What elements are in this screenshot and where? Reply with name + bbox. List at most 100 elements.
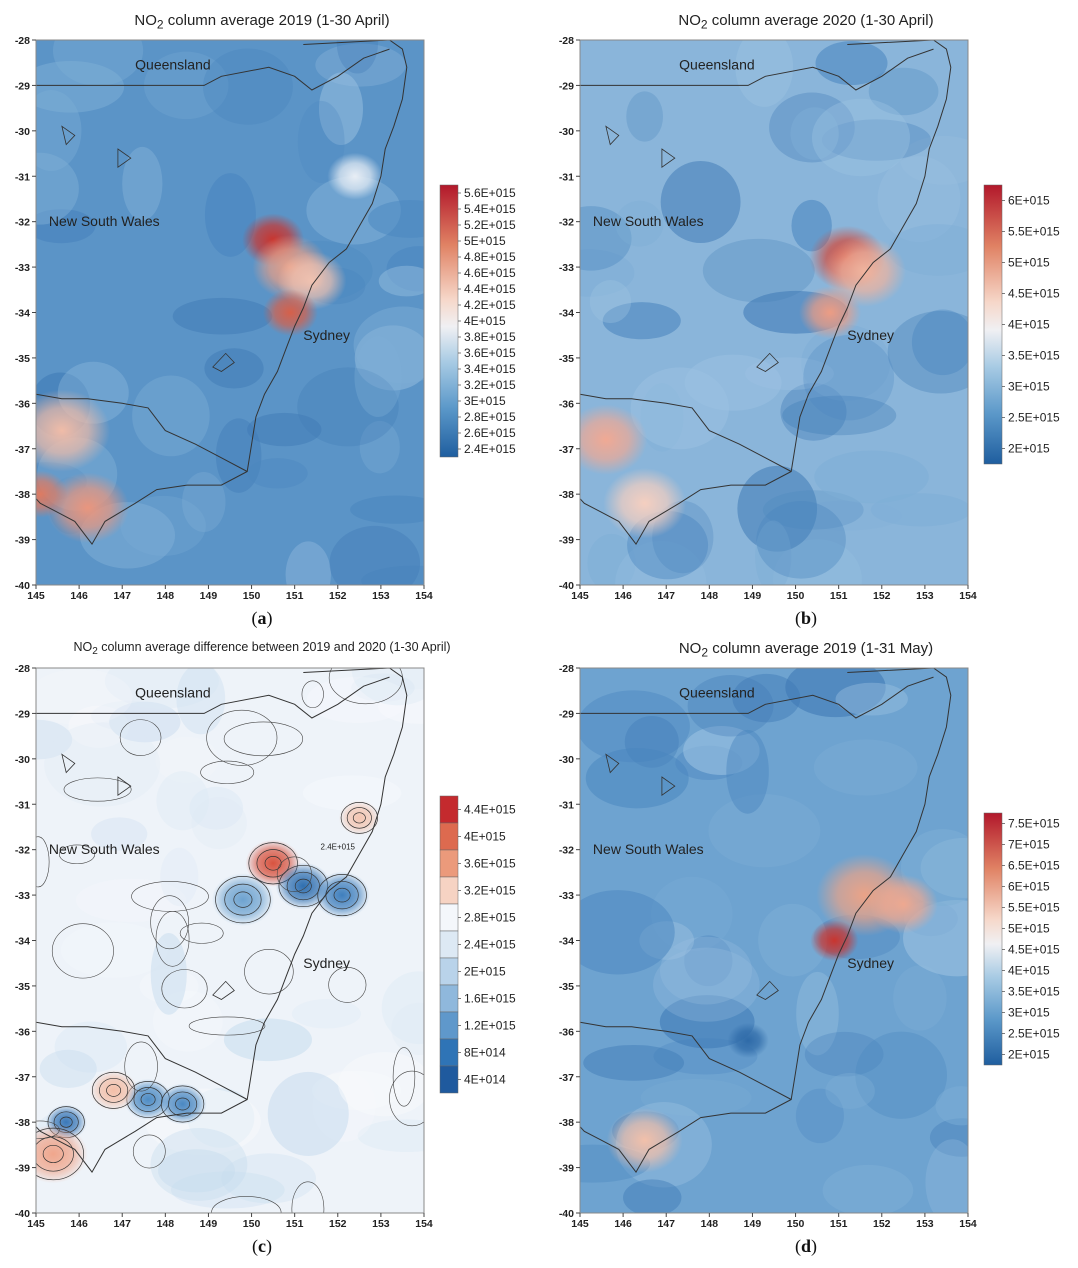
colorbar-label: 5E+015 [1008, 256, 1050, 270]
y-tick-label: -28 [559, 663, 574, 675]
x-tick-label: 151 [286, 590, 304, 602]
colorbar: 4.4E+015 4E+015 3.6E+015 3.2E+015 2.8E+015 2.… [439, 795, 516, 1094]
x-tick-label: 150 [787, 590, 805, 602]
y-tick-label: -37 [15, 1072, 30, 1084]
colorbar-label: 2.5E+015 [1008, 1027, 1060, 1041]
x-tick-label: 148 [701, 1218, 719, 1230]
y-tick-label: -35 [559, 981, 574, 993]
field-texture [726, 729, 769, 814]
map-panel-d: NO2 column average 2019 (1-31 May) Queen… [559, 640, 1066, 1260]
field-texture [132, 375, 210, 457]
contour-line [224, 883, 262, 916]
field-texture [732, 673, 801, 723]
colorbar-label: 7E+015 [1008, 838, 1050, 852]
field-texture [758, 903, 828, 977]
field-texture [91, 700, 168, 732]
y-tick-label: -28 [15, 663, 30, 675]
colorbar-swatch [439, 822, 459, 851]
field-texture [877, 156, 961, 243]
y-tick-label: -36 [15, 1026, 30, 1038]
colorbar-swatch [439, 984, 459, 1013]
field-texture [378, 265, 424, 297]
x-tick-label: 149 [744, 590, 762, 602]
colorbar-label: 3.6E+015 [464, 857, 516, 871]
field-texture [821, 119, 932, 161]
field-texture [36, 719, 73, 760]
field-texture [772, 539, 862, 585]
map-svg: Queensland New South Wales Sydney 145 146 147… [559, 35, 1060, 602]
field-texture [39, 1049, 97, 1088]
field-texture [68, 705, 129, 748]
x-tick-label: 153 [916, 590, 934, 602]
label-queensland: Queensland [679, 685, 755, 701]
y-tick-label: -36 [559, 398, 574, 410]
no2-hotspot [314, 871, 370, 919]
field-texture [329, 525, 421, 585]
y-tick-label: -39 [559, 535, 574, 547]
y-tick-label: -29 [559, 80, 574, 92]
field-texture [104, 668, 219, 709]
x-tick-label: 149 [200, 1218, 218, 1230]
no2-hotspot [262, 289, 318, 336]
contour-line [328, 967, 367, 1003]
label-new-south-wales: New South Wales [49, 841, 160, 857]
colorbar-label: 6E+015 [1008, 194, 1050, 208]
field-texture [160, 847, 199, 907]
contour-line [392, 1047, 416, 1107]
contour-line [340, 802, 378, 834]
y-tick-label: -40 [559, 1208, 574, 1220]
x-tick-label: 147 [657, 590, 675, 602]
contour-line [276, 856, 312, 892]
x-tick-label: 151 [830, 1218, 848, 1230]
field-texture [215, 418, 262, 493]
field-texture [353, 306, 424, 384]
panel-title: NO2 column average difference between 20… [73, 640, 451, 657]
field-texture [336, 40, 379, 74]
field-texture [762, 490, 864, 530]
y-tick-label: -32 [559, 845, 574, 857]
contour-line [42, 1144, 64, 1163]
field-texture [659, 936, 753, 1005]
field-texture [813, 739, 918, 796]
field-texture [893, 965, 947, 1031]
colorbar-label: 3E+015 [464, 394, 506, 408]
label-new-south-wales: New South Wales [593, 841, 704, 857]
field-texture [580, 890, 675, 975]
x-tick-label: 146 [614, 590, 632, 602]
field-texture [189, 786, 244, 830]
colorbar-label: 4.5E+015 [1008, 943, 1060, 957]
colorbar-swatch [439, 849, 459, 878]
lake-outline [212, 352, 235, 372]
x-tick-label: 145 [571, 1218, 589, 1230]
contour-line [179, 922, 224, 944]
colorbar-swatch [439, 1011, 459, 1040]
contour-line [161, 969, 208, 1009]
contour-line [291, 1181, 325, 1213]
field-texture [745, 357, 834, 391]
x-tick-label: 152 [329, 1218, 347, 1230]
colorbar-label: 3.2E+015 [464, 884, 516, 898]
x-tick-label: 147 [113, 590, 131, 602]
x-tick-label: 148 [157, 590, 175, 602]
field-texture [580, 249, 635, 297]
field-texture [91, 817, 148, 851]
field-texture [756, 501, 846, 579]
colorbar-label: 5E+015 [464, 234, 506, 248]
contour-line [36, 1120, 60, 1139]
y-tick-label: -30 [15, 126, 30, 138]
contour-line [346, 807, 372, 829]
field-texture [338, 1052, 424, 1117]
field-texture [796, 971, 839, 1056]
field-texture [267, 1071, 349, 1156]
label-queensland: Queensland [135, 685, 211, 701]
colorbar-swatch [439, 1065, 459, 1094]
lake-outline [117, 148, 132, 168]
field-texture [36, 668, 133, 726]
field-texture [888, 224, 968, 276]
y-tick-label: -32 [15, 845, 30, 857]
contour-line [168, 1091, 198, 1117]
y-tick-label: -34 [15, 308, 30, 320]
y-tick-label: -37 [15, 444, 30, 456]
y-tick-label: -37 [559, 1072, 574, 1084]
colorbar-label: 2.4E+015 [464, 442, 516, 456]
